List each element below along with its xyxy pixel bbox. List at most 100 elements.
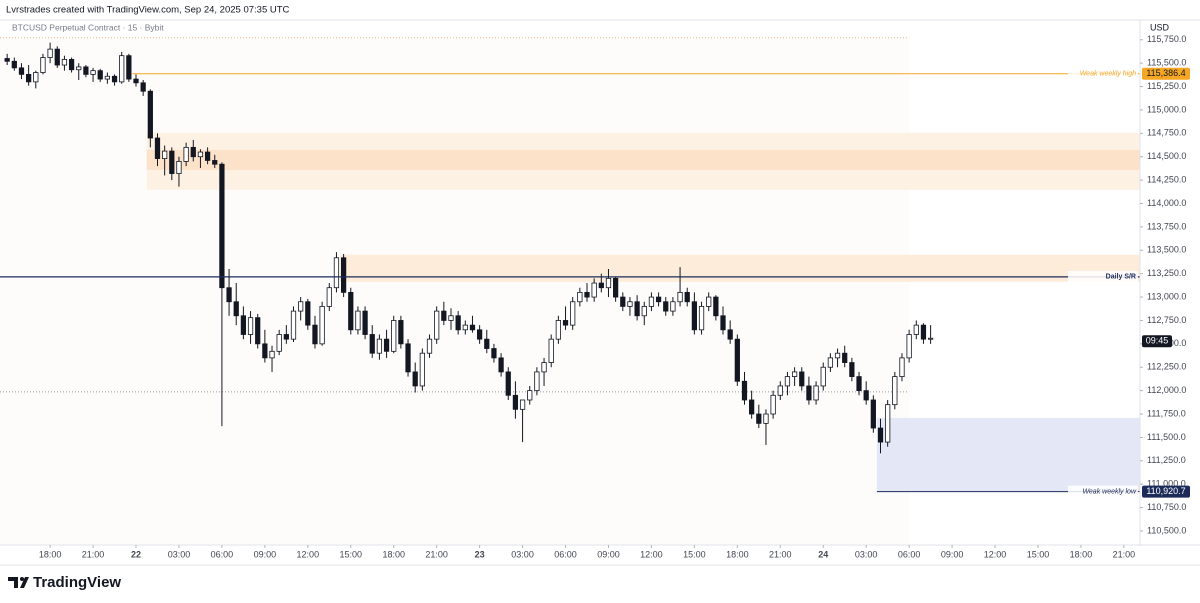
candle-body xyxy=(885,404,891,443)
candle-body xyxy=(555,320,561,340)
plot-tint xyxy=(0,37,910,545)
x-tick-label: 18:00 xyxy=(39,549,62,559)
x-tick-label: 06:00 xyxy=(554,549,577,559)
y-tick-label: 111,750.0 xyxy=(1147,408,1186,418)
candle-body xyxy=(426,338,433,354)
candle-body xyxy=(333,257,340,289)
candle-body xyxy=(627,301,633,307)
y-tick-label: 112,250.0 xyxy=(1147,362,1186,372)
candle-body xyxy=(813,385,819,401)
chart-title: BTCUSD Perpetual Contract · 15 · Bybit xyxy=(12,22,164,32)
level-label-bg xyxy=(1068,67,1138,79)
candle-body xyxy=(262,343,268,359)
countdown: 09:45 xyxy=(1146,336,1169,346)
candle-body xyxy=(455,315,461,331)
candle-body xyxy=(484,338,490,349)
candle-body xyxy=(562,320,569,326)
x-tick-label: 21:00 xyxy=(82,549,105,559)
candle-body xyxy=(863,390,869,401)
level-label: Weak weekly high xyxy=(1080,71,1136,78)
candle-body xyxy=(40,57,46,73)
candle-body xyxy=(920,324,927,340)
axis-overlay: Weak weekly high Daily S/R Weak weekly low… xyxy=(39,34,1190,559)
candle-body xyxy=(784,376,791,387)
candle-body xyxy=(842,352,848,363)
candle-body xyxy=(383,338,390,352)
x-tick-label: 09:00 xyxy=(254,549,277,559)
candle-body xyxy=(111,75,118,83)
candle-body xyxy=(519,399,526,410)
candle-body xyxy=(591,282,597,298)
candle-body xyxy=(677,291,683,303)
candle-body xyxy=(577,291,583,303)
candle-body xyxy=(119,55,125,83)
x-tick-label: 21:00 xyxy=(769,549,792,559)
candle-body xyxy=(469,324,476,331)
candle-body xyxy=(613,277,619,298)
candle-body xyxy=(655,296,662,303)
y-tick-label: 113,500.0 xyxy=(1147,245,1186,255)
y-tick-label: 112,000.0 xyxy=(1147,385,1186,395)
candle-body xyxy=(570,301,576,326)
zone xyxy=(876,417,1140,492)
candle-body xyxy=(126,55,132,80)
x-tick-label: 03:00 xyxy=(168,549,191,559)
candle-body xyxy=(68,59,75,71)
candle-body xyxy=(276,334,282,352)
level-label: Weak weekly low xyxy=(1082,488,1137,495)
y-tick-label: 113,750.0 xyxy=(1147,221,1186,231)
zone xyxy=(146,149,1140,170)
x-tick-label: 06:00 xyxy=(898,549,921,559)
candle-body xyxy=(11,60,17,69)
candle-body xyxy=(83,66,89,75)
candle-body xyxy=(305,301,311,326)
candle-body xyxy=(219,163,225,289)
candle-body xyxy=(376,338,383,354)
candle-body xyxy=(183,146,189,162)
candle-body xyxy=(340,257,347,293)
level-label: Daily S/R xyxy=(1106,274,1136,281)
candle-body xyxy=(462,324,468,331)
candle-body xyxy=(820,366,826,387)
candle-body xyxy=(892,376,898,406)
y-tick-label: 114,000.0 xyxy=(1147,198,1186,208)
x-tick-label: 23 xyxy=(475,549,485,559)
candle-body xyxy=(319,306,325,345)
candle-body xyxy=(197,151,204,158)
x-tick-label: 06:00 xyxy=(211,549,234,559)
y-tick-label: 115,500.0 xyxy=(1147,58,1186,68)
candle-body xyxy=(169,150,175,174)
y-tick-label: 110,750.0 xyxy=(1147,502,1186,512)
price-tag xyxy=(1142,485,1190,498)
y-tick-label: 114,750.0 xyxy=(1147,128,1186,138)
candle-body xyxy=(505,371,511,396)
x-tick-label: 03:00 xyxy=(511,549,534,559)
candle-body xyxy=(97,70,103,80)
candle-body xyxy=(33,72,39,83)
candle-body xyxy=(369,334,375,354)
x-tick-label: 21:00 xyxy=(425,549,448,559)
y-tick-label: 111,250.0 xyxy=(1147,455,1186,465)
candle-body xyxy=(770,394,776,415)
x-tick-label: 24 xyxy=(818,549,828,559)
candle-body xyxy=(727,329,733,340)
candle-body xyxy=(405,343,411,373)
candle-body xyxy=(240,315,247,335)
candle-body xyxy=(477,329,483,340)
candle-body xyxy=(670,301,676,312)
candle-body xyxy=(706,296,712,307)
candle-body xyxy=(791,371,798,377)
candle-body xyxy=(491,348,497,359)
candle-body xyxy=(247,317,254,335)
candle-body xyxy=(684,291,690,303)
candle-body xyxy=(634,301,640,317)
price-tag-label: 115,386.4 xyxy=(1146,68,1185,78)
candle-body xyxy=(913,324,919,335)
currency: USD xyxy=(1150,22,1170,32)
candle-body xyxy=(834,352,841,359)
candle-body xyxy=(605,277,612,289)
candle-body xyxy=(663,301,669,312)
candle-body xyxy=(61,59,68,66)
candle-body xyxy=(190,146,196,158)
